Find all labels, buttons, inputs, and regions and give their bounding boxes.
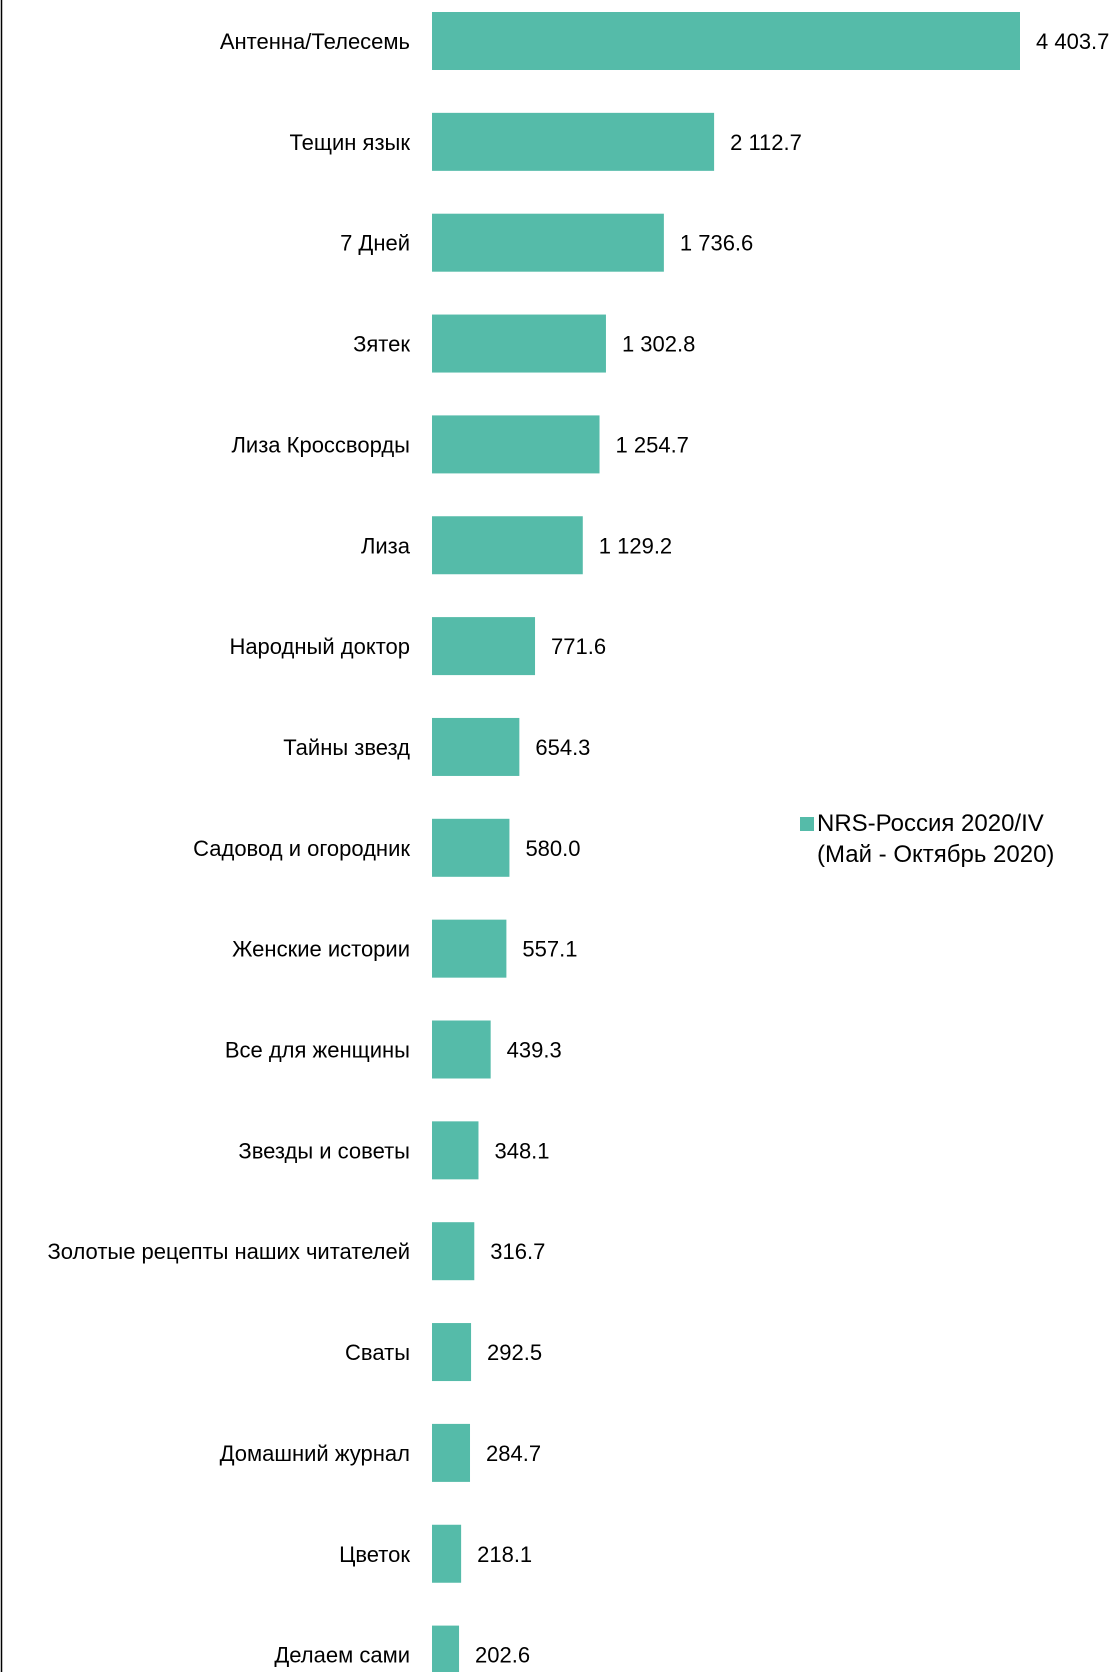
- value-label-14: 284.7: [486, 1441, 541, 1466]
- value-label-8: 580.0: [525, 836, 580, 861]
- category-label-16: Делаем сами: [274, 1643, 410, 1668]
- category-label-7: Тайны звезд: [283, 735, 410, 760]
- bar-14: [432, 1423, 471, 1482]
- category-label-3: Зятек: [353, 332, 410, 357]
- value-label-3: 1 302.8: [622, 332, 695, 357]
- value-label-1: 2 112.7: [730, 130, 802, 155]
- bar-12: [432, 1222, 475, 1281]
- category-label-8: Садовод и огородник: [193, 836, 410, 861]
- bar-8: [432, 818, 510, 877]
- value-label-16: 202.6: [475, 1643, 530, 1668]
- value-label-2: 1 736.6: [680, 231, 753, 256]
- category-label-6: Народный доктор: [229, 634, 410, 659]
- category-label-12: Золотые рецепты наших читателей: [47, 1239, 410, 1264]
- bar-11: [432, 1121, 479, 1180]
- bar-13: [432, 1323, 472, 1382]
- bar-3: [432, 314, 606, 373]
- value-label-12: 316.7: [490, 1239, 545, 1264]
- bar-10: [432, 1020, 491, 1079]
- category-label-0: Антенна/Телесемь: [220, 29, 410, 54]
- category-label-10: Все для женщины: [225, 1038, 410, 1063]
- bars-layer: [432, 12, 1020, 1672]
- category-label-2: 7 Дней: [340, 231, 410, 256]
- category-labels: Антенна/Телесемь Тещин язык 7 Дней Зятек Лиз…: [47, 29, 410, 1668]
- bar-4: [432, 415, 600, 474]
- legend-swatch: [800, 817, 814, 831]
- bar-16: [432, 1625, 460, 1672]
- bar-0: [432, 12, 1020, 70]
- value-label-13: 292.5: [487, 1340, 542, 1365]
- bar-1: [432, 112, 715, 171]
- value-labels: 4 403.7 2 112.7 1 736.6 1 302.8 1 254.7 1 129…: [475, 29, 1109, 1668]
- value-label-10: 439.3: [507, 1038, 562, 1063]
- category-label-9: Женские истории: [232, 937, 410, 962]
- bar-9: [432, 919, 507, 978]
- category-label-15: Цветок: [339, 1542, 410, 1567]
- value-label-6: 771.6: [551, 634, 606, 659]
- value-label-9: 557.1: [522, 937, 577, 962]
- value-label-11: 348.1: [494, 1138, 549, 1163]
- category-label-13: Сваты: [345, 1340, 410, 1365]
- value-label-0: 4 403.7: [1036, 29, 1109, 54]
- legend: NRS-Россия 2020/IV (Май - Октябрь 2020): [800, 810, 1054, 868]
- bar-5: [432, 516, 583, 575]
- legend-label-line-2: (Май - Октябрь 2020): [817, 841, 1054, 868]
- category-label-5: Лиза: [361, 533, 411, 558]
- bar-2: [432, 213, 664, 272]
- category-label-11: Звезды и советы: [238, 1138, 410, 1163]
- bar-7: [432, 717, 520, 776]
- category-label-4: Лиза Кроссворды: [231, 432, 410, 457]
- category-label-1: Тещин язык: [289, 130, 410, 155]
- value-label-4: 1 254.7: [616, 432, 689, 457]
- bar-6: [432, 617, 536, 676]
- category-label-14: Домашний журнал: [220, 1441, 410, 1466]
- value-label-15: 218.1: [477, 1542, 532, 1567]
- bar-15: [432, 1524, 462, 1583]
- value-label-7: 654.3: [535, 735, 590, 760]
- value-label-5: 1 129.2: [599, 533, 672, 558]
- legend-label-line-1: NRS-Россия 2020/IV: [817, 810, 1044, 837]
